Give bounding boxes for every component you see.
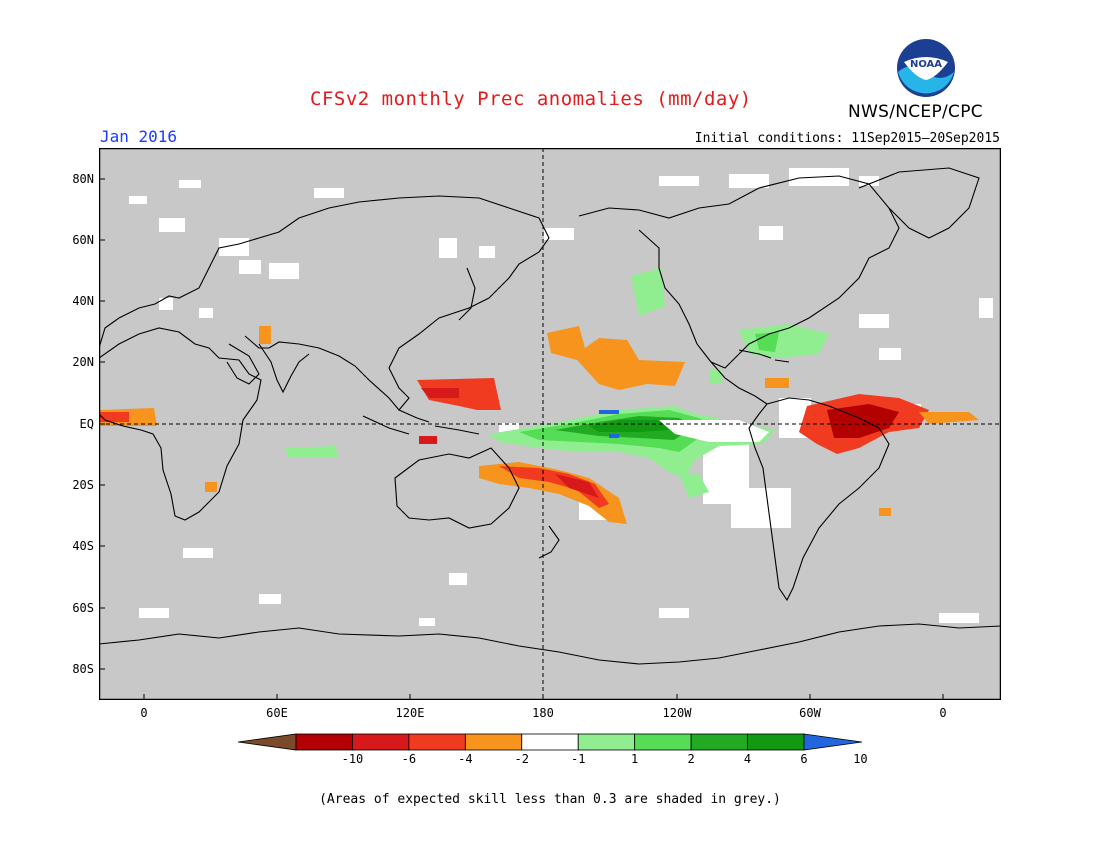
lat-label-20s: 20S	[72, 478, 94, 492]
colorbar-label: 4	[743, 752, 752, 766]
colorbar-label: 2	[687, 752, 695, 766]
lat-label-60s: 60S	[72, 601, 94, 615]
colorbar-label: -4	[458, 752, 473, 766]
lat-label-80n: 80N	[72, 172, 94, 186]
lat-label-40s: 40S	[72, 539, 94, 553]
colorbar-segment	[634, 733, 692, 751]
white-patches	[129, 168, 993, 626]
colorbar	[238, 733, 862, 751]
colorbar-label: -10	[341, 752, 364, 766]
colorbar-segment	[747, 733, 805, 751]
lon-label-120w: 120W	[662, 706, 692, 720]
lat-label-40n: 40N	[72, 294, 94, 308]
noaa-logo: NOAA	[897, 39, 955, 97]
agency-label: NWS/NCEP/CPC	[848, 102, 983, 122]
colorbar-segment	[408, 733, 466, 751]
initial-conditions: Initial conditions: 11Sep2015–20Sep2015	[694, 131, 1000, 146]
lon-label-0-east: 0	[939, 706, 947, 720]
lon-label-0: 0	[140, 706, 148, 720]
lon-label-120e: 120E	[395, 706, 425, 720]
colorbar-label: 10	[853, 752, 868, 766]
colorbar-segment	[577, 733, 636, 751]
colorbar-segment	[464, 733, 523, 751]
lon-label-60e: 60E	[266, 706, 288, 720]
colorbar-label: 6	[800, 752, 808, 766]
lon-label-60w: 60W	[799, 706, 821, 720]
forecast-month: Jan 2016	[100, 127, 178, 146]
colorbar-segment	[352, 733, 410, 751]
lat-label-20n: 20N	[72, 355, 94, 369]
logo-text: NOAA	[910, 59, 942, 70]
colorbar-segment	[295, 733, 353, 751]
colorbar-label: -1	[570, 752, 586, 766]
footnote: (Areas of expected skill less than 0.3 a…	[319, 792, 781, 807]
map-title: CFSv2 monthly Prec anomalies (mm/day)	[310, 88, 752, 110]
colorbar-segment	[690, 733, 748, 751]
lon-label-180: 180	[532, 706, 554, 720]
colorbar-label: -6	[401, 752, 417, 766]
colorbar-segment-max	[803, 733, 862, 751]
colorbar-segment-min	[238, 733, 297, 751]
colorbar-label: -2	[514, 752, 529, 766]
axis-ticks	[99, 178, 944, 700]
colorbar-label: 1	[631, 752, 639, 766]
coastlines	[99, 167, 1001, 665]
anomaly-map	[99, 148, 1001, 700]
lat-label-80s: 80S	[72, 662, 94, 676]
lat-label-60n: 60N	[72, 233, 94, 247]
lat-label-eq: EQ	[79, 417, 94, 431]
colorbar-segment	[521, 733, 579, 751]
